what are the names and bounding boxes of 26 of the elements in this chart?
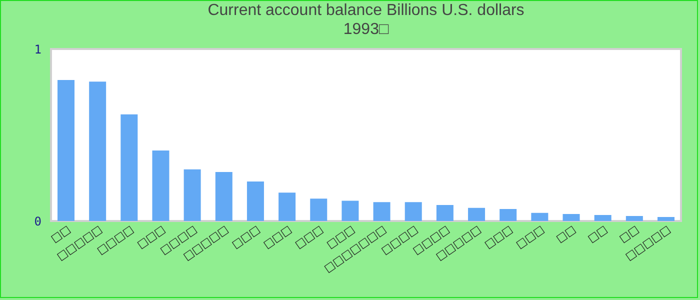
bar	[531, 212, 548, 221]
bar	[89, 82, 106, 221]
bar	[658, 217, 674, 221]
bar	[184, 169, 201, 221]
bar	[342, 200, 359, 221]
bar	[500, 208, 517, 221]
bar	[468, 208, 486, 221]
chart-subtitle: 1993□	[343, 21, 389, 38]
x-tick-label: □□	[585, 222, 610, 246]
x-tick-label: □□	[554, 222, 578, 246]
bar	[626, 216, 643, 221]
y-tick-label: 1	[34, 42, 42, 56]
chart-title: Current account balance Billions U.S. dollars	[208, 2, 524, 19]
bar	[278, 192, 296, 221]
bar	[373, 202, 390, 221]
bar	[152, 150, 170, 221]
bar	[562, 214, 580, 221]
bar	[436, 205, 454, 221]
bar	[594, 214, 612, 221]
bar	[120, 114, 138, 221]
y-tick-label: 0	[34, 214, 42, 228]
bar	[58, 80, 74, 221]
bar	[310, 198, 328, 221]
bar	[404, 202, 422, 221]
bar	[246, 181, 264, 221]
bar	[215, 172, 232, 221]
